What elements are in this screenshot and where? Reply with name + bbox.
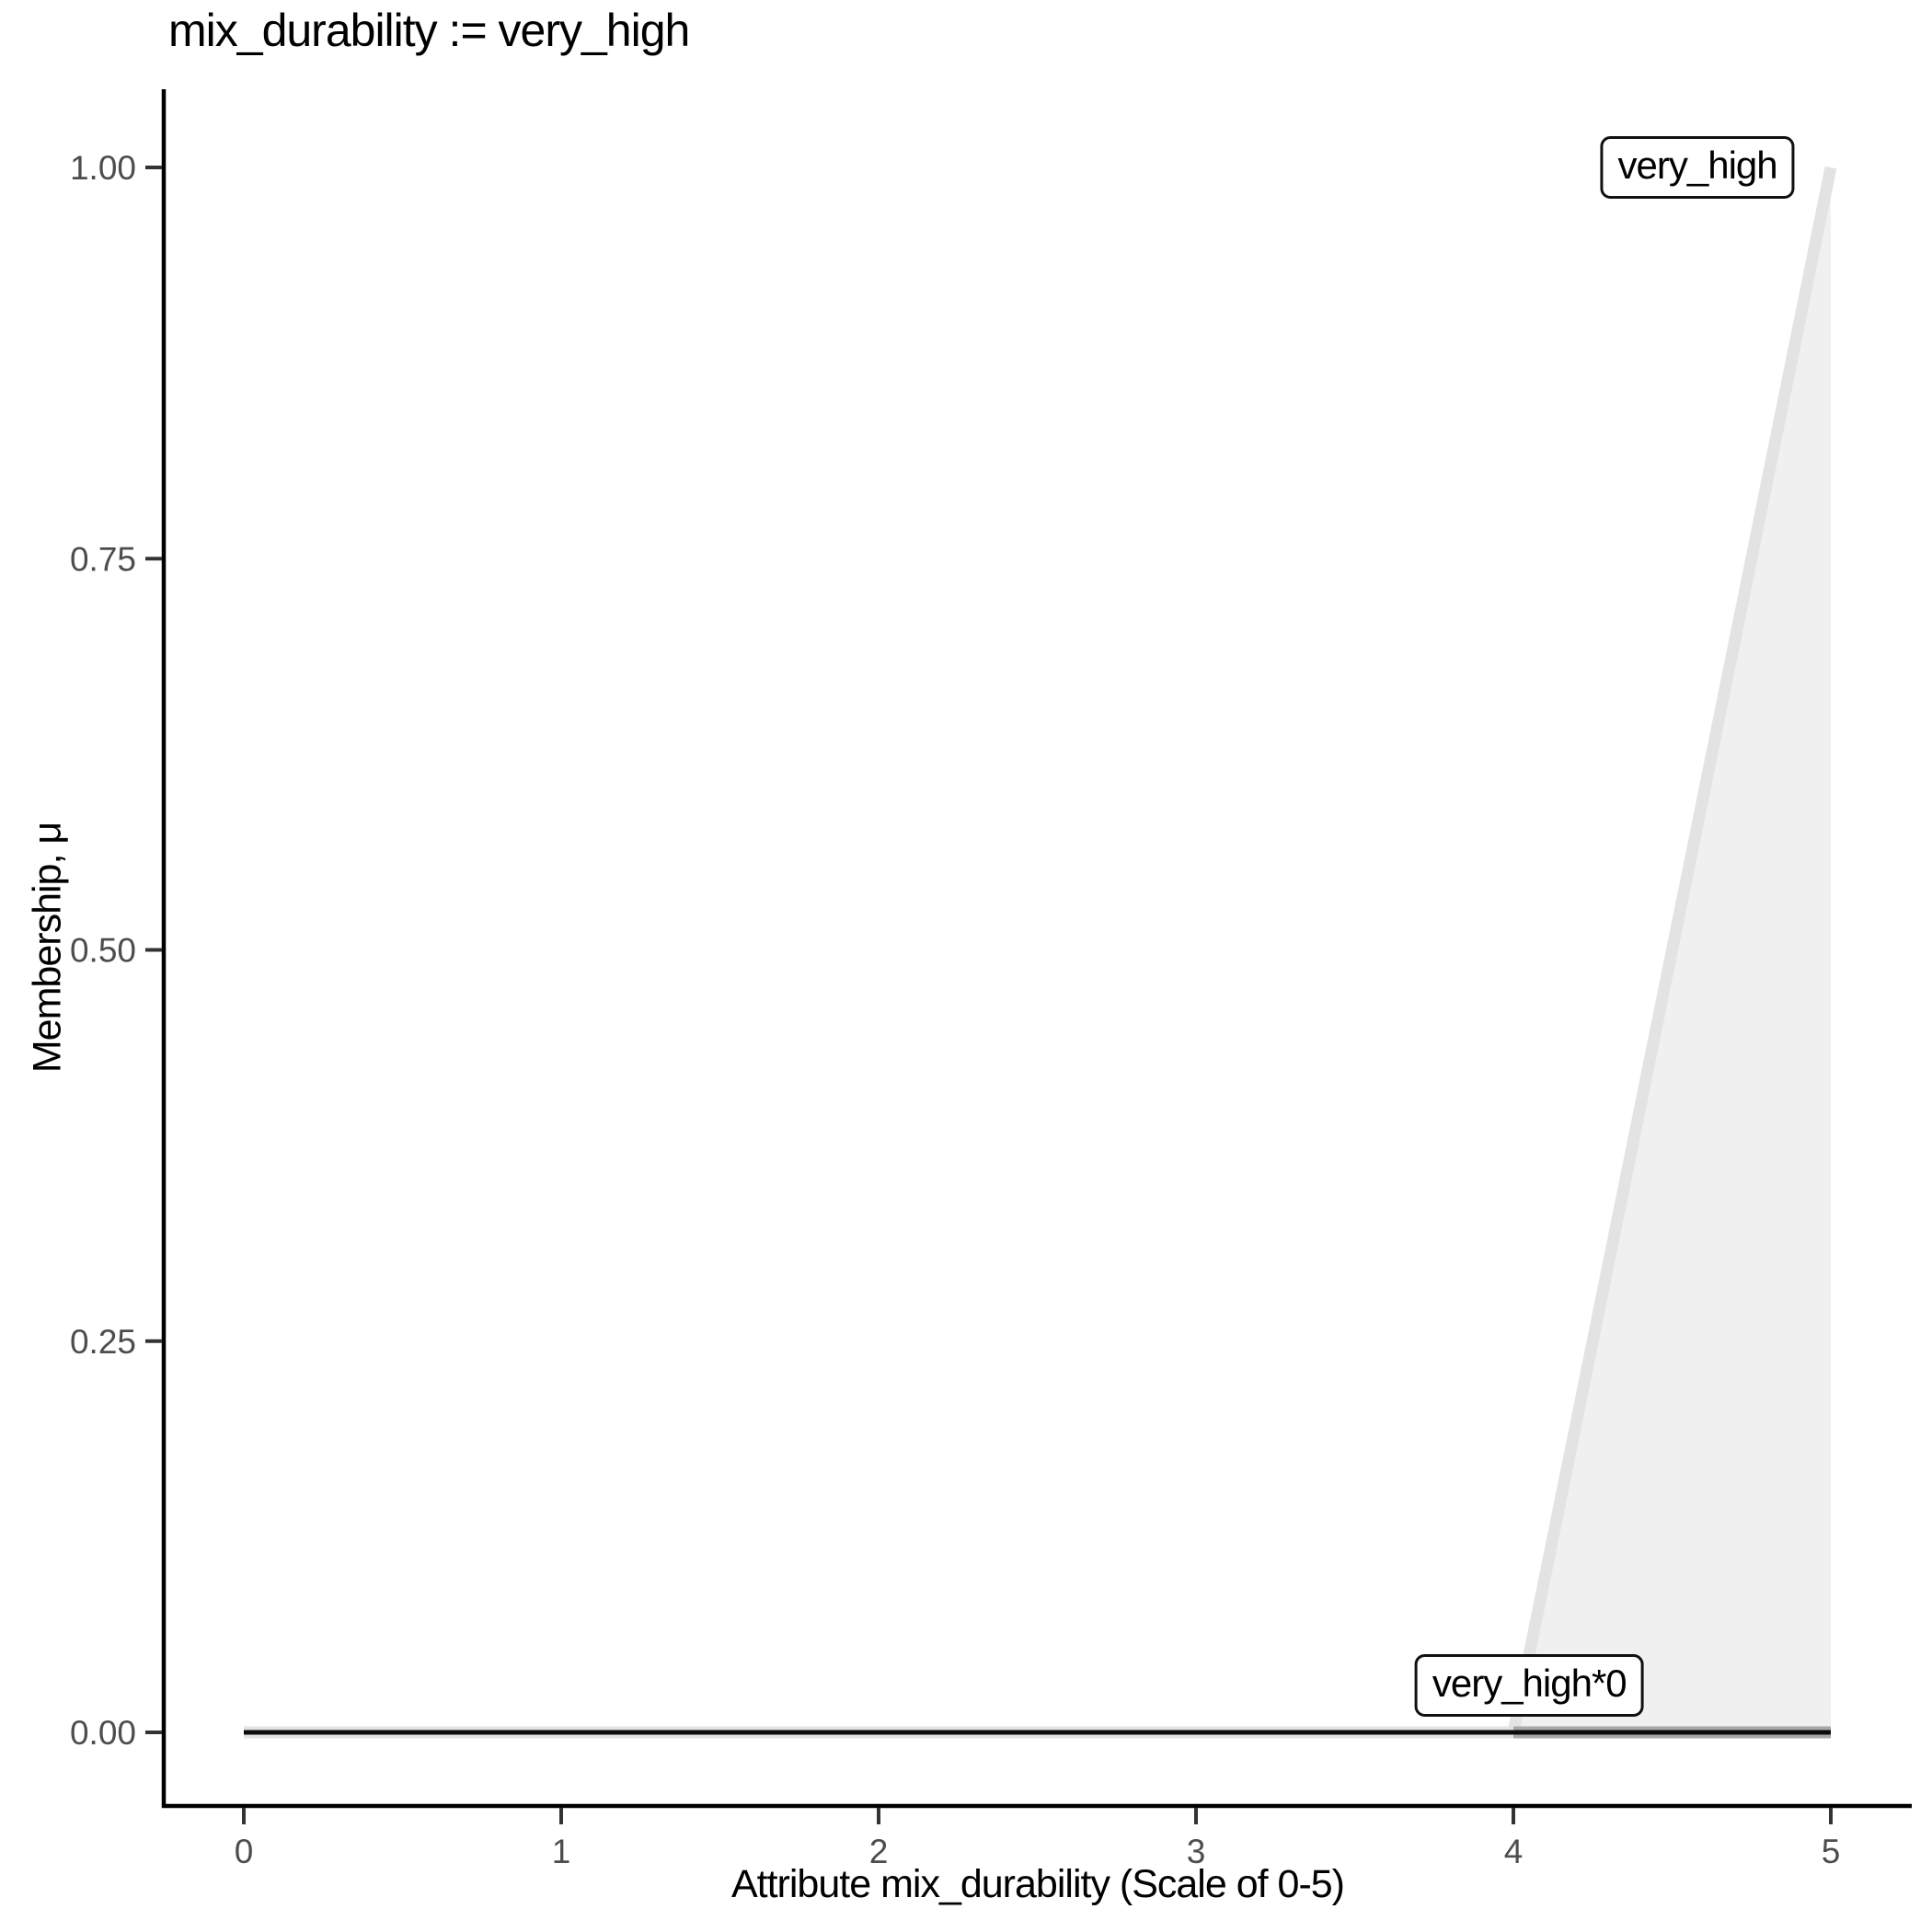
y-tick-label: 1.00 [70,149,136,187]
chart-title: mix_durability := very_high [168,5,690,56]
x-axis-title: Attribute mix_durability (Scale of 0-5) [730,1862,1345,1906]
x-tick-label: 5 [1822,1833,1841,1870]
y-tick-label: 0.50 [70,932,136,970]
x-tick-label: 1 [552,1833,571,1870]
x-tick-label: 2 [869,1833,889,1870]
y-tick-label: 0.25 [70,1323,136,1361]
x-tick-label: 4 [1504,1833,1524,1870]
y-tick-label: 0.75 [70,540,136,578]
y-tick-label: 0.00 [70,1714,136,1752]
x-tick-label: 0 [235,1833,254,1870]
x-tick-label: 3 [1187,1833,1206,1870]
